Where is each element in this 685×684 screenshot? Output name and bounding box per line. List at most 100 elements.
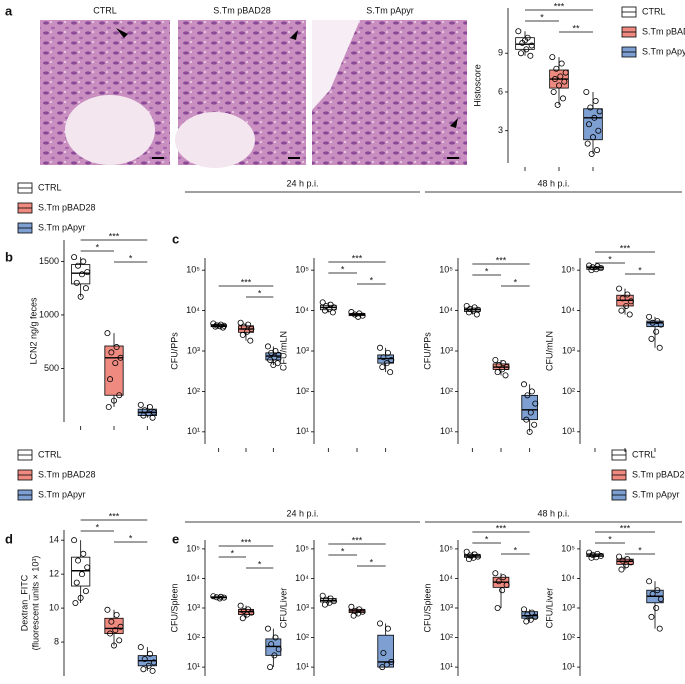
data-point: [71, 254, 78, 261]
data-point: [146, 650, 153, 657]
data-point: [213, 594, 220, 601]
data-point: [649, 319, 656, 326]
data-point: [624, 291, 631, 298]
data-point: [532, 400, 539, 407]
data-point: [387, 369, 394, 376]
y-axis-label: CFU/PPs: [169, 332, 179, 370]
data-point: [240, 607, 247, 614]
data-point: [557, 73, 564, 80]
data-point: [623, 562, 630, 569]
data-point: [492, 356, 499, 363]
legend-label: CTRL: [632, 449, 656, 459]
data-point: [244, 611, 251, 618]
y-tick-label: 10²: [440, 632, 453, 642]
data-point: [527, 52, 534, 59]
significance-label: ***: [554, 1, 565, 11]
data-point: [527, 409, 534, 416]
data-point: [626, 311, 633, 318]
y-axis-label: Dextran_FITC: [19, 574, 29, 631]
significance-label: ***: [241, 537, 252, 547]
data-point: [213, 322, 220, 329]
data-point: [618, 566, 625, 573]
significance-label: *: [258, 559, 262, 569]
y-axis-label: CFU/mLN: [544, 331, 554, 371]
y-tick-label: 10³: [187, 345, 200, 355]
data-point: [524, 392, 531, 399]
data-point: [560, 95, 567, 102]
data-point: [465, 309, 472, 316]
y-tick-label: 10³: [440, 602, 453, 612]
data-point: [528, 42, 535, 49]
y-tick-label: 10⁴: [186, 305, 200, 315]
significance-label: *: [96, 242, 100, 252]
significance-label: *: [258, 288, 262, 298]
data-point: [616, 553, 623, 560]
data-point: [329, 309, 336, 316]
data-point: [494, 369, 501, 376]
significance-label: *: [231, 548, 235, 558]
y-tick-label: 10⁵: [561, 265, 575, 275]
significance-label: *: [341, 546, 345, 556]
data-point: [219, 324, 226, 331]
significance-label: ***: [496, 523, 507, 533]
significance-label: **: [572, 23, 580, 33]
significance-label: *: [608, 534, 612, 544]
data-point: [648, 335, 655, 342]
legend-label: S.Tm pBAD28: [38, 469, 96, 479]
data-point: [618, 307, 625, 314]
data-point: [78, 271, 85, 278]
data-point: [619, 295, 626, 302]
image-label: S.Tm pBAD28: [213, 5, 271, 15]
image-lumen: [312, 20, 360, 110]
data-point: [116, 637, 123, 644]
data-point: [210, 320, 217, 327]
data-point: [588, 150, 595, 157]
timepoint-label: 48 h p.i.: [537, 508, 569, 518]
data-point: [80, 258, 87, 265]
data-point: [75, 557, 82, 564]
y-tick-label: 10¹: [562, 661, 575, 671]
data-point: [105, 404, 112, 411]
data-point: [502, 372, 509, 379]
data-point: [594, 147, 601, 154]
y-tick-label: 500: [44, 363, 59, 373]
arrow: [450, 118, 458, 128]
data-point: [321, 307, 328, 314]
data-point: [268, 641, 275, 648]
data-point: [551, 76, 558, 83]
y-tick-label: 10²: [187, 386, 200, 396]
data-point: [112, 627, 119, 634]
y-tick-label: 10⁵: [561, 543, 575, 553]
data-point: [380, 650, 387, 657]
legend-label: S.Tm pBAD28: [642, 26, 685, 36]
y-tick-label: 10⁵: [439, 543, 453, 553]
y-tick-label: 10³: [562, 602, 575, 612]
data-point: [588, 267, 595, 274]
data-point: [656, 625, 663, 632]
y-tick-label: 14: [49, 535, 59, 545]
data-point: [646, 313, 653, 320]
y-tick-label: 10²: [562, 632, 575, 642]
data-point: [654, 587, 661, 594]
data-point: [113, 611, 120, 618]
y-tick-label: 10¹: [296, 426, 309, 436]
y-tick-label: 1500: [39, 256, 59, 266]
data-point: [521, 606, 528, 613]
data-point: [239, 331, 246, 338]
histology-images: [40, 20, 467, 168]
data-point: [646, 578, 653, 585]
data-point: [239, 615, 246, 622]
significance-label: *: [129, 533, 133, 543]
data-point: [585, 121, 592, 128]
data-point: [244, 328, 251, 335]
data-point: [463, 548, 470, 555]
data-point: [531, 421, 538, 428]
y-tick-label: 10¹: [187, 661, 200, 671]
y-tick-label: 10³: [296, 345, 309, 355]
data-point: [75, 262, 82, 269]
y-tick-label: 10¹: [187, 426, 200, 436]
y-tick-label: 10⁴: [561, 305, 575, 315]
data-point: [558, 60, 565, 67]
image-label: CTRL: [93, 5, 117, 15]
data-point: [355, 313, 362, 320]
